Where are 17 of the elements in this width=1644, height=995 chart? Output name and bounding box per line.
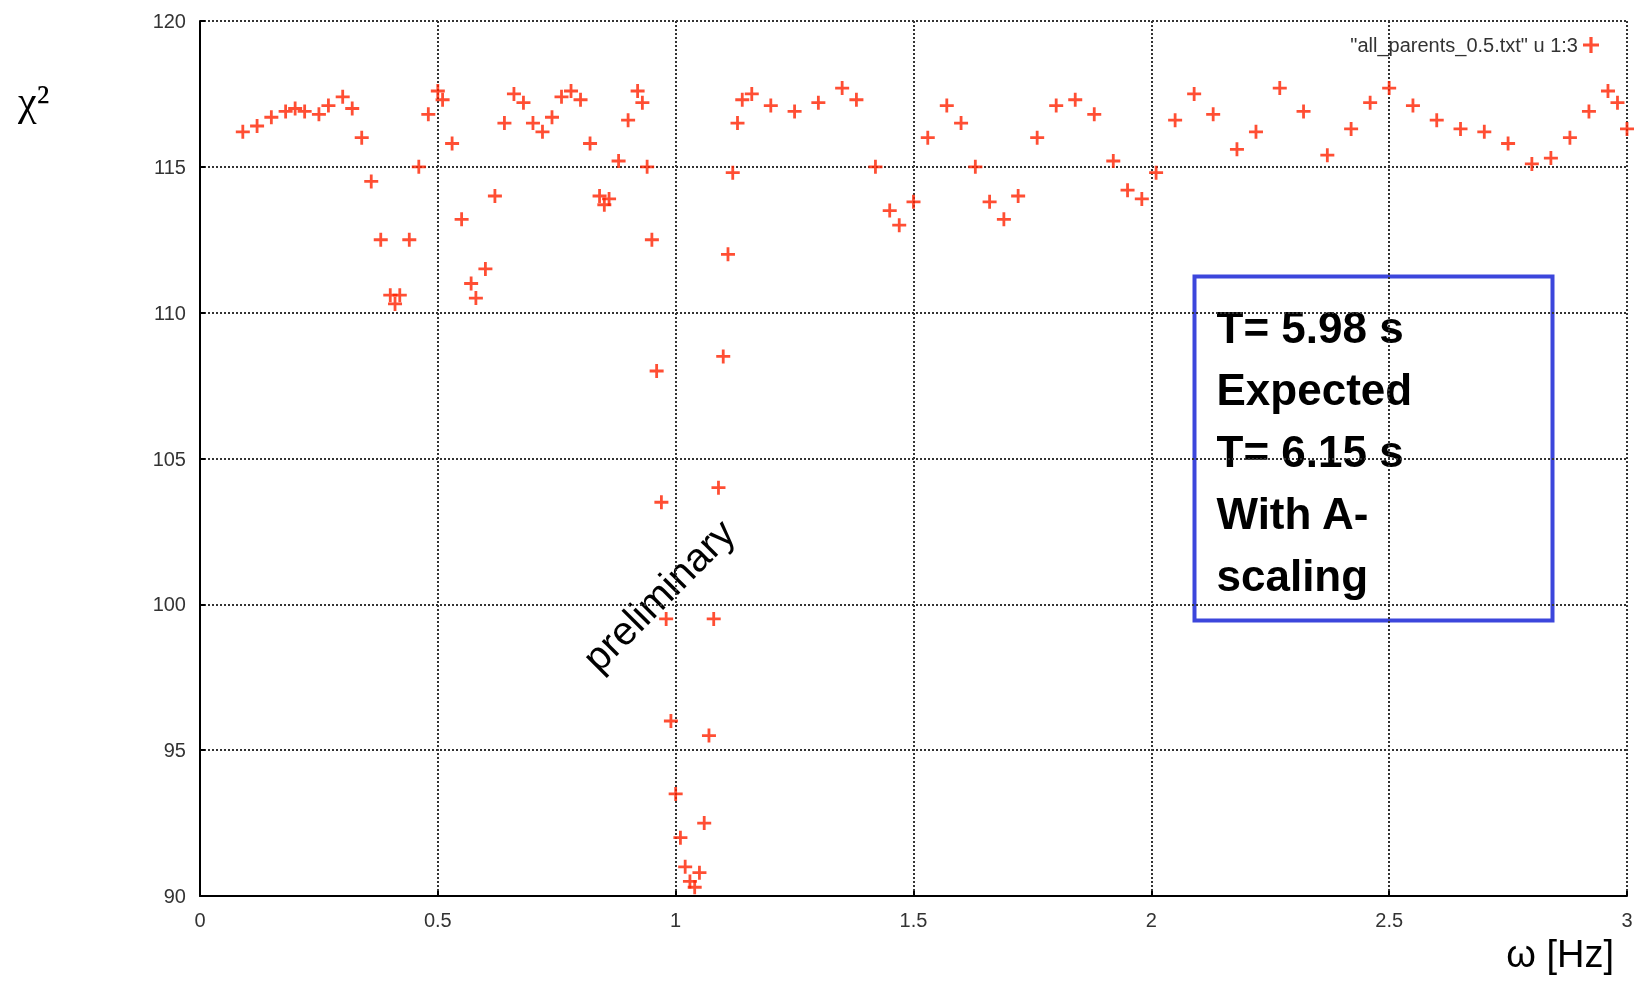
x-tick-label: 0.5 [423, 909, 452, 931]
y-tick-label: 105 [152, 447, 186, 470]
y-axis-title: χ² [17, 78, 50, 124]
y-tick-label: 115 [154, 155, 186, 178]
x-axis-title: ω [Hz] [1506, 933, 1615, 975]
y-tick-label: 90 [163, 885, 186, 907]
x-tick-label: 0 [194, 909, 206, 931]
legend-label: "all_parents_0.5.txt" u 1:3 [1350, 34, 1578, 57]
y-tick-label: 110 [154, 301, 186, 324]
x-tick-label: 2 [1145, 909, 1157, 931]
y-tick-label: 120 [152, 10, 186, 32]
x-tick-label: 2.5 [1375, 909, 1404, 931]
x-tick-label: 3 [1621, 909, 1633, 931]
y-tick-label: 95 [163, 739, 186, 762]
x-tick-label: 1 [670, 909, 682, 931]
x-tick-label: 1.5 [899, 909, 928, 931]
y-tick-label: 100 [152, 593, 186, 616]
